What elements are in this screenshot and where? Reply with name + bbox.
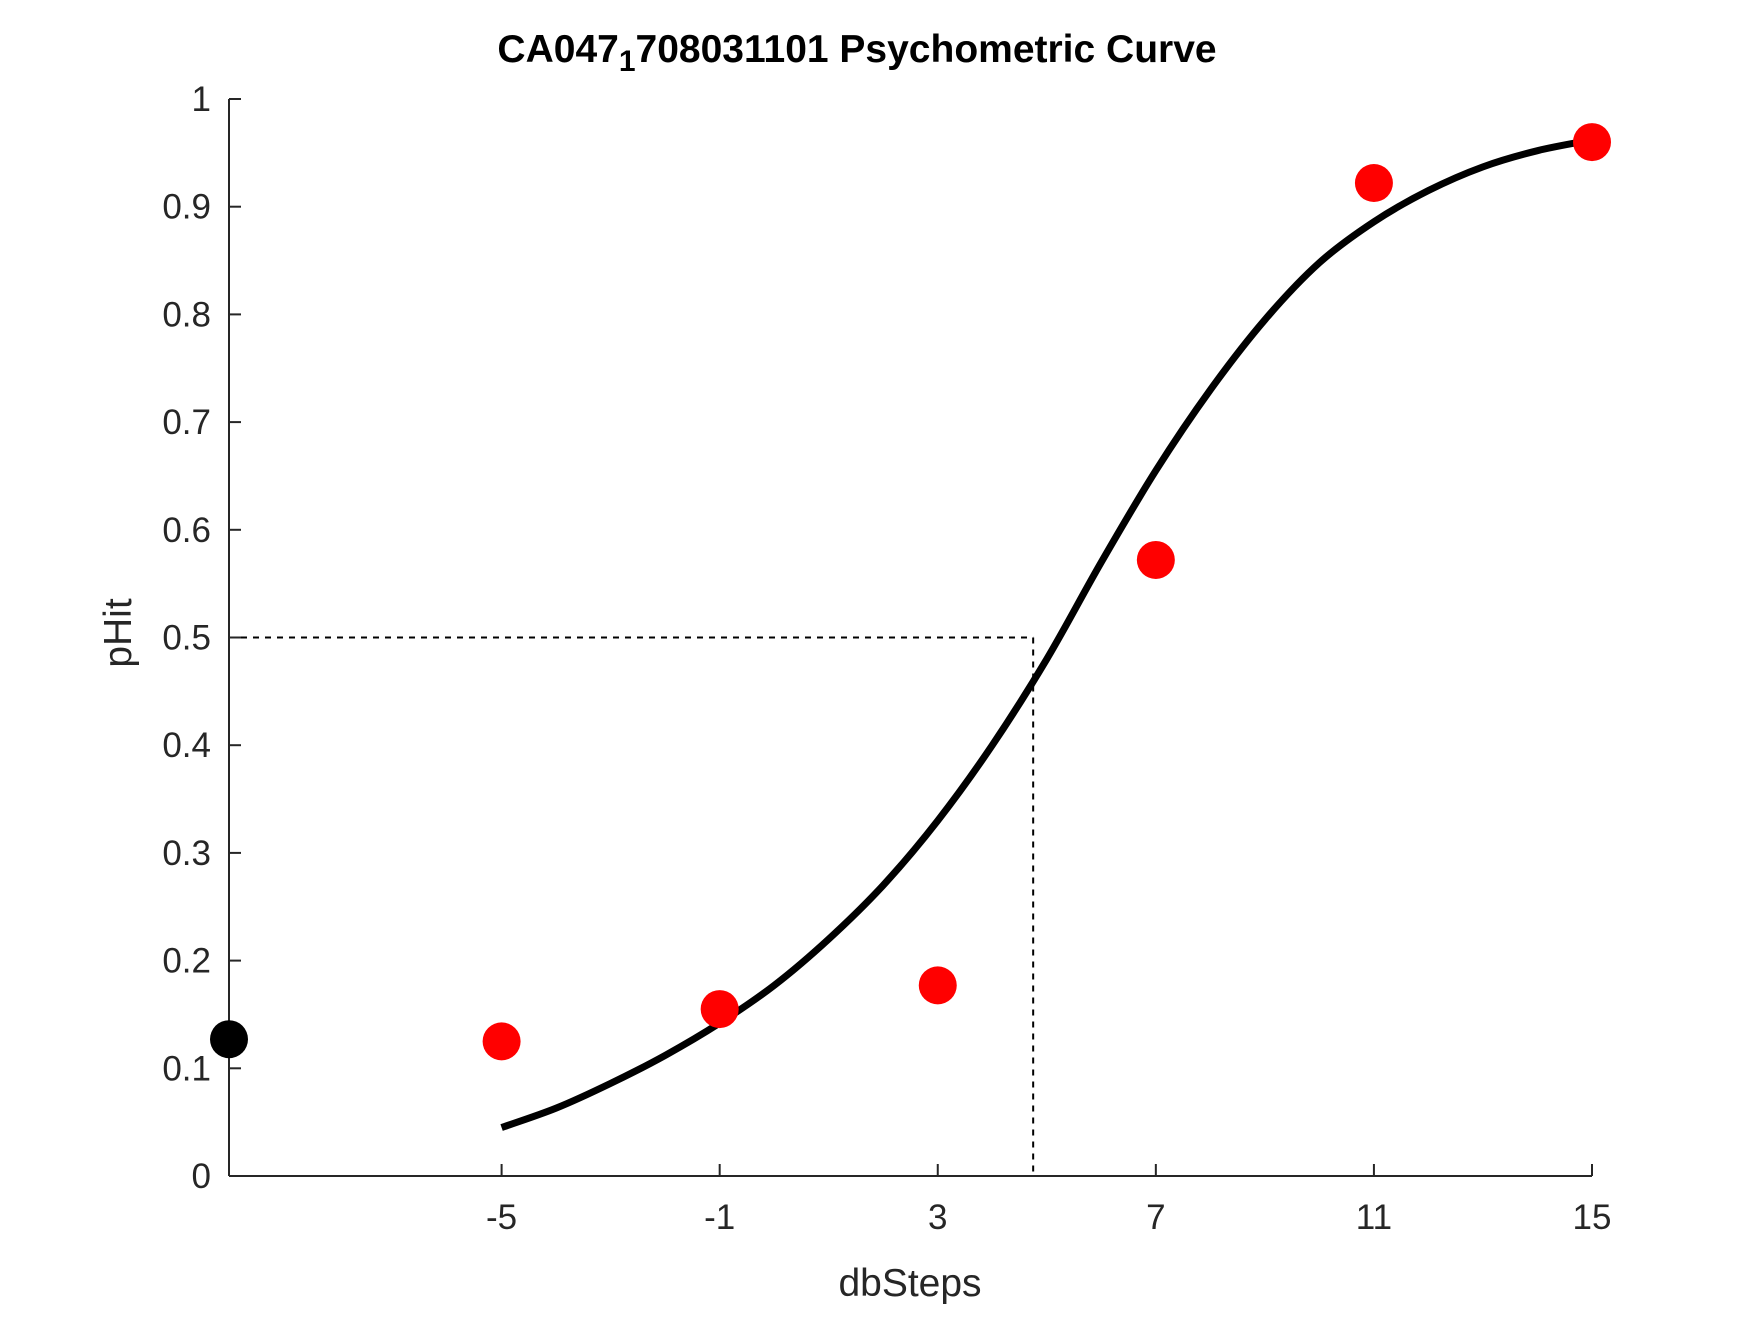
data-points — [210, 123, 1611, 1061]
data-point — [1136, 540, 1175, 579]
axes: 0 0.1 0.2 0.3 0.4 0.5 0.6 0.7 0.8 0.9 1 -5 -1 3 7 11 15 — [162, 80, 1611, 1237]
y-tick-label: 0.7 — [162, 403, 211, 442]
fit-curve-layer — [500, 136, 1593, 1131]
y-axis-label: pHit — [97, 598, 140, 668]
data-point — [918, 966, 957, 1005]
data-point — [700, 990, 739, 1029]
y-tick-label: 0.6 — [162, 511, 211, 550]
y-tick-label: 0.5 — [162, 619, 211, 658]
y-tick-label: 0.3 — [162, 834, 211, 873]
data-point — [482, 1022, 521, 1061]
y-tick-label: 0.4 — [162, 726, 211, 765]
data-point — [1354, 164, 1393, 203]
x-tick-label: 11 — [1356, 1198, 1392, 1237]
y-tick-label: 0 — [192, 1157, 211, 1196]
chart-title-main: CA047 — [497, 28, 618, 71]
threshold-guides — [229, 636, 1035, 1176]
y-tick-label: 0.1 — [162, 1049, 211, 1088]
y-tick-label: 1 — [192, 80, 211, 119]
fit-curve — [500, 136, 1593, 1131]
x-tick-label: 7 — [1146, 1198, 1165, 1237]
y-tick-label: 0.8 — [162, 295, 211, 334]
y-tick-label: 0.2 — [162, 942, 211, 981]
chart-title: CA0471708031101 Psychometric Curve — [497, 28, 1216, 78]
x-tick-label: 3 — [928, 1198, 947, 1237]
baseline-point — [210, 1020, 248, 1059]
x-tick-label: 15 — [1573, 1198, 1612, 1237]
x-axis-label: dbSteps — [838, 1262, 981, 1305]
x-tick-label: -5 — [486, 1198, 517, 1237]
y-tick-label: 0.9 — [162, 188, 211, 227]
x-tick-label: -1 — [704, 1198, 735, 1237]
data-point — [1573, 123, 1611, 162]
chart-title-rest: 708031101 Psychometric Curve — [636, 28, 1217, 71]
chart-title-subscript: 1 — [619, 45, 636, 78]
